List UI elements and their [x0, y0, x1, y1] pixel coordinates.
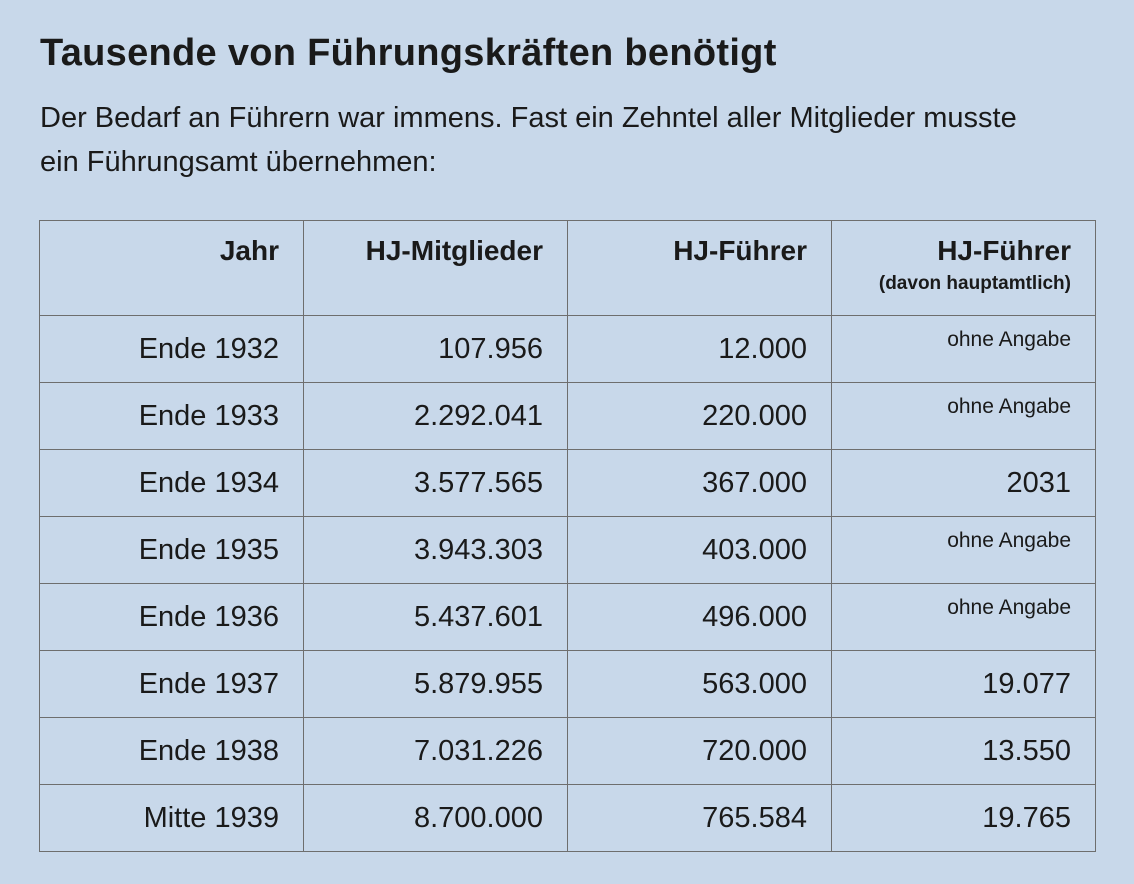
table-row: Ende 1938 7.031.226 720.000 13.550: [39, 717, 1096, 785]
table-row: Ende 1932 107.956 12.000 ohne Angabe: [39, 315, 1096, 383]
cell-fuehrer: 12.000: [567, 315, 832, 383]
table-body: Ende 1932 107.956 12.000 ohne Angabe Ende 19…: [39, 315, 1096, 852]
cell-hauptamtlich: 13.550: [831, 717, 1096, 785]
cell-fuehrer: 220.000: [567, 382, 832, 450]
column-header-label: Jahr: [219, 235, 279, 266]
table-row: Ende 1936 5.437.601 496.000 ohne Angabe: [39, 583, 1096, 651]
cell-jahr: Mitte 1939: [39, 784, 304, 852]
table-row: Mitte 1939 8.700.000 765.584 19.765: [39, 784, 1096, 852]
cell-jahr: Ende 1936: [39, 583, 304, 651]
table-header-row: Jahr HJ-Mitglieder HJ-Führer HJ-Führer (…: [39, 220, 1096, 316]
cell-jahr: Ende 1932: [39, 315, 304, 383]
column-header-label: HJ-Führer: [937, 235, 1071, 266]
page-subtitle: Der Bedarf an Führern war immens. Fast e…: [40, 102, 1017, 178]
cell-mitglieder: 3.577.565: [303, 449, 568, 517]
table-row: Ende 1935 3.943.303 403.000 ohne Angabe: [39, 516, 1096, 584]
cell-jahr: Ende 1937: [39, 650, 304, 718]
cell-fuehrer: 496.000: [567, 583, 832, 651]
cell-jahr: Ende 1934: [39, 449, 304, 517]
cell-jahr: Ende 1935: [39, 516, 304, 584]
table-row: Ende 1934 3.577.565 367.000 2031: [39, 449, 1096, 517]
cell-fuehrer: 563.000: [567, 650, 832, 718]
cell-hauptamtlich: 2031: [831, 449, 1096, 517]
cell-mitglieder: 8.700.000: [303, 784, 568, 852]
cell-jahr: Ende 1938: [39, 717, 304, 785]
cell-fuehrer: 765.584: [567, 784, 832, 852]
cell-hauptamtlich: 19.765: [831, 784, 1096, 852]
column-header-hauptamtlich: HJ-Führer (davon hauptamtlich): [831, 220, 1096, 316]
column-header-jahr: Jahr: [39, 220, 304, 316]
cell-mitglieder: 5.879.955: [303, 650, 568, 718]
cell-fuehrer: 367.000: [567, 449, 832, 517]
cell-mitglieder: 3.943.303: [303, 516, 568, 584]
cell-hauptamtlich: ohne Angabe: [831, 516, 1096, 584]
column-header-sublabel: (davon hauptamtlich): [878, 273, 1071, 294]
column-header-label: HJ-Führer: [673, 235, 807, 266]
column-header-label: HJ-Mitglieder: [365, 235, 543, 266]
cell-mitglieder: 2.292.041: [303, 382, 568, 450]
cell-mitglieder: 107.956: [303, 315, 568, 383]
cell-hauptamtlich: ohne Angabe: [831, 315, 1096, 383]
cell-hauptamtlich: ohne Angabe: [831, 382, 1096, 450]
column-header-mitglieder: HJ-Mitglieder: [303, 220, 568, 316]
cell-hauptamtlich: ohne Angabe: [831, 583, 1096, 651]
page-title: Tausende von Führungskräften benötigt: [40, 32, 777, 74]
cell-jahr: Ende 1933: [39, 382, 304, 450]
table-row: Ende 1937 5.879.955 563.000 19.077: [39, 650, 1096, 718]
column-header-fuehrer: HJ-Führer: [567, 220, 832, 316]
data-table: Jahr HJ-Mitglieder HJ-Führer HJ-Führer (…: [39, 220, 1096, 852]
cell-mitglieder: 7.031.226: [303, 717, 568, 785]
cell-fuehrer: 403.000: [567, 516, 832, 584]
cell-fuehrer: 720.000: [567, 717, 832, 785]
cell-hauptamtlich: 19.077: [831, 650, 1096, 718]
cell-mitglieder: 5.437.601: [303, 583, 568, 651]
table-row: Ende 1933 2.292.041 220.000 ohne Angabe: [39, 382, 1096, 450]
